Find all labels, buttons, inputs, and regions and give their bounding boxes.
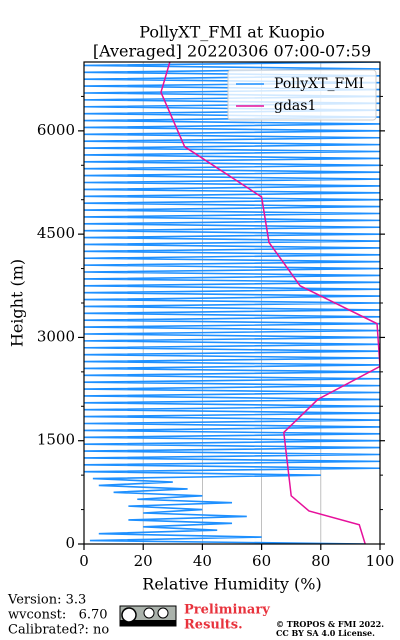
preliminary: Preliminary: [184, 603, 270, 618]
calibrated: Calibrated?: no: [8, 623, 109, 638]
x-tick-label: 40: [193, 552, 212, 570]
y-axis-label: Height (m): [8, 259, 27, 347]
legend-label: PollyXT_FMI: [274, 76, 364, 92]
y-tick-label: 6000: [37, 121, 75, 139]
x-tick-label: 0: [79, 552, 89, 570]
chart-subtitle: [Averaged] 20220306 07:00-07:59: [93, 42, 371, 61]
copyright: © TROPOS & FMI 2022.: [276, 619, 384, 629]
x-tick-label: 20: [134, 552, 153, 570]
preliminary: Results.: [184, 618, 243, 633]
y-tick-label: 0: [65, 534, 75, 552]
legend-box: [227, 69, 377, 121]
version: Version: 3.3: [7, 593, 86, 608]
copyright: CC BY SA 4.0 License.: [276, 628, 375, 638]
y-tick-label: 3000: [37, 327, 75, 345]
wvconst: wvconst: 6.70: [8, 608, 108, 623]
legend-label: gdas1: [274, 98, 316, 114]
cc-logo: [119, 605, 177, 627]
x-tick-label: 100: [366, 552, 395, 570]
series-line: [160, 62, 380, 544]
x-tick-label: 60: [252, 552, 271, 570]
x-axis-label: Relative Humidity (%): [142, 575, 321, 594]
y-tick-label: 4500: [37, 224, 75, 242]
chart-title: PollyXT_FMI at Kuopio: [139, 23, 325, 42]
x-tick-label: 80: [311, 552, 330, 570]
y-tick-label: 1500: [37, 431, 75, 449]
